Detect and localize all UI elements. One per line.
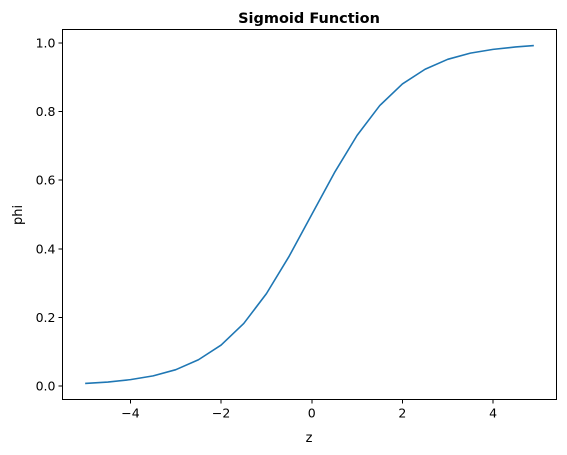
y-tick-label: 0.6 (36, 173, 56, 188)
plot-area (85, 44, 534, 385)
x-axis: −4 −2 0 2 4 (121, 399, 497, 421)
chart-title: Sigmoid Function (238, 11, 380, 27)
x-tick-label: 4 (489, 406, 497, 421)
y-tick-label: 0.8 (36, 104, 56, 119)
y-axis-label: phi (11, 205, 26, 225)
x-tick-label: −2 (212, 406, 230, 421)
y-tick-label: 0.4 (36, 241, 56, 256)
x-tick-label: 2 (398, 406, 406, 421)
y-tick-label: 0.0 (36, 378, 56, 393)
y-axis: 0.0 0.2 0.4 0.6 0.8 1.0 (36, 36, 63, 393)
x-tick-label: −4 (121, 406, 139, 421)
x-tick-label: 0 (308, 406, 316, 421)
y-tick-label: 0.2 (36, 310, 56, 325)
series-line-0 (85, 44, 534, 385)
y-tick-label: 1.0 (36, 36, 56, 51)
axes-frame (62, 29, 557, 400)
x-axis-label: z (306, 431, 313, 446)
